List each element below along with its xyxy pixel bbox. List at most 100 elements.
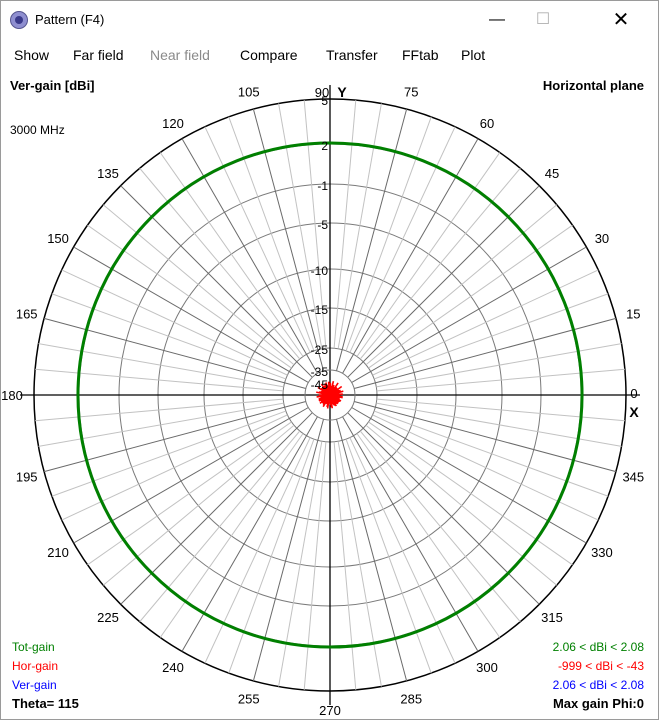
angle-tick-label: 315 [541, 610, 563, 625]
menu-bar: Show Far field Near field Compare Transf… [1, 41, 658, 67]
grid-spoke [43, 400, 306, 473]
grid-spoke [356, 152, 501, 357]
legend-tot-gain: Tot-gain [12, 640, 55, 654]
grid-spoke [204, 126, 311, 353]
angle-tick-label: 135 [97, 166, 119, 181]
angle-tick-label: 330 [591, 545, 613, 560]
grid-spoke [359, 430, 521, 623]
x-axis-letter: X [629, 404, 639, 420]
grid-spoke [373, 293, 609, 380]
grid-spoke [303, 441, 327, 690]
grid-spoke [335, 108, 408, 371]
grid-spoke [204, 437, 311, 664]
grid-spoke [87, 421, 292, 566]
menu-transfer[interactable]: Transfer [326, 47, 378, 63]
legend-hor-gain-range: -999 < dBi < -43 [557, 659, 644, 673]
angle-tick-label: 0 [630, 386, 637, 401]
grid-spoke [303, 100, 327, 349]
angle-tick-label: 285 [400, 691, 422, 706]
series-hor-gain [316, 381, 344, 409]
radial-tick-label: -1 [317, 179, 328, 193]
angle-tick-label: 60 [480, 116, 494, 131]
grid-spoke [335, 419, 408, 682]
grid-spoke [278, 441, 323, 687]
minimize-button[interactable]: — [489, 11, 505, 28]
grid-spoke [356, 433, 501, 638]
angle-tick-label: 120 [162, 116, 184, 131]
grid-spoke [365, 424, 558, 586]
grid-spoke [252, 108, 325, 371]
radial-tick-label: -15 [311, 303, 329, 317]
grid-spoke [337, 103, 382, 349]
grid-spoke [376, 398, 625, 422]
title-bar[interactable]: Pattern (F4) — ☐ ✕ [1, 1, 658, 39]
grid-spoke [102, 204, 295, 366]
grid-spoke [139, 167, 301, 360]
grid-spoke [345, 438, 432, 674]
angle-tick-label: 90 [315, 85, 329, 100]
grid-spoke [61, 414, 288, 521]
radial-tick-label: -45 [311, 378, 329, 392]
radial-tick-label: 2 [321, 139, 328, 153]
polar-chart: 0153045607590105120135150165180195210225… [1, 84, 644, 718]
grid-spoke [373, 410, 609, 497]
grid-spoke [349, 126, 456, 353]
menu-show[interactable]: Show [14, 47, 50, 63]
grid-spoke [51, 410, 287, 497]
menu-compare[interactable]: Compare [240, 47, 298, 63]
menu-far-field[interactable]: Far field [73, 47, 124, 63]
close-button[interactable]: ✕ [612, 9, 630, 31]
plane-label: Horizontal plane [542, 78, 644, 93]
plot-area: Ver-gain [dBi] Horizontal plane 3000 MHz… [1, 69, 658, 719]
radial-tick-label: -35 [311, 365, 329, 379]
grid-spoke [347, 185, 540, 378]
angle-tick-label: 225 [97, 610, 119, 625]
angle-tick-label: 15 [626, 307, 640, 322]
theta-label: Theta= 115 [12, 696, 79, 711]
grid-spoke [376, 402, 622, 447]
app-icon [10, 11, 28, 29]
grid-ring [304, 369, 356, 421]
menu-fftab[interactable]: FFtab [402, 47, 439, 63]
grid-spoke [38, 343, 284, 388]
legend-tot-gain-range: 2.06 < dBi < 2.08 [552, 640, 644, 654]
radial-tick-label: -5 [317, 218, 328, 232]
grid-spoke [38, 402, 284, 447]
angle-tick-label: 345 [622, 469, 644, 484]
grid-spoke [159, 433, 304, 638]
max-gain-label: Max gain Phi:0 [552, 696, 644, 711]
legend-ver-gain: Ver-gain [12, 678, 57, 692]
y-gain-label: Ver-gain [dBi] [10, 78, 95, 93]
grid-spoke [359, 167, 521, 360]
grid-spoke [347, 412, 540, 605]
angle-tick-label: 45 [545, 166, 559, 181]
maximize-button[interactable]: ☐ [535, 11, 551, 28]
grid-spoke [139, 430, 301, 623]
grid-spoke [228, 438, 315, 674]
menu-plot[interactable]: Plot [461, 47, 486, 63]
grid-spoke [102, 424, 295, 586]
grid-spoke [120, 185, 313, 378]
grid-spoke [365, 204, 558, 366]
grid-spoke [333, 100, 357, 349]
grid-spoke [372, 269, 599, 376]
angle-tick-label: 210 [47, 545, 69, 560]
grid-spoke [376, 368, 625, 392]
angle-tick-label: 105 [238, 85, 260, 100]
angle-tick-label: 255 [238, 691, 260, 706]
grid-spoke [354, 400, 617, 473]
grid-spoke [35, 368, 284, 392]
angle-tick-label: 165 [16, 307, 38, 322]
frequency-label: 3000 MHz [10, 123, 65, 137]
angle-tick-label: 180 [1, 388, 23, 403]
radial-tick-label: -10 [311, 264, 329, 278]
grid-spoke [252, 419, 325, 682]
grid-spoke [354, 317, 617, 390]
window-title: Pattern (F4) [35, 12, 105, 27]
grid-spoke [278, 103, 323, 349]
grid-spoke [372, 414, 599, 521]
series-tot-gain [76, 141, 584, 649]
legend-hor-gain: Hor-gain [12, 659, 59, 673]
grid-spoke [51, 293, 287, 380]
